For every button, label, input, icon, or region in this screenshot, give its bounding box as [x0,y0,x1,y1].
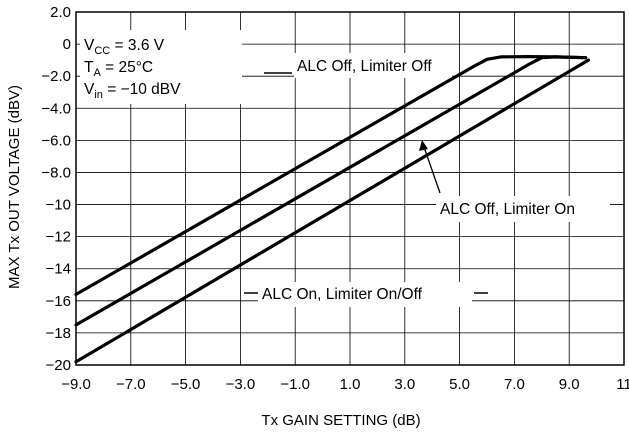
y-tick-label: −2.0 [41,68,71,85]
x-tick-label: 5.0 [449,376,470,393]
ta-condition: TA = 25°C [84,59,153,79]
annotation-background [294,53,452,78]
series-line-3 [74,58,591,364]
label-arrow-head [419,140,428,151]
conditions-annotation: VCC = 3.6 V TA = 25°C Vin = −10 dBV [84,37,181,101]
plot-frame [75,11,625,366]
y-axis-title: MAX Tx OUT VOLTAGE (dBV) [6,85,23,289]
x-axis-title: Tx GAIN SETTING (dB) [261,412,420,429]
y-tick-label: −12 [46,229,71,246]
annotation-background [80,30,242,104]
y-tick-label: −20 [46,357,71,374]
x-tick-label: 3.0 [394,376,415,393]
series-lines [74,54,591,364]
x-tick-label: −7.0 [116,376,146,393]
y-tick-label: −18 [46,325,71,342]
tick-labels: −9.0 −7.0 −5.0 −3.0 −1.0 1.0 3.0 5.0 7.0 9.0 11 2.0… [41,4,629,393]
x-tick-label: 1.0 [340,376,361,393]
x-tick-label: 7.0 [504,376,525,393]
x-tick-label: 9.0 [559,376,580,393]
y-tick-label: 0 [63,36,71,53]
y-tick-label: −6.0 [41,132,71,149]
x-tick-label: −3.0 [226,376,256,393]
annotation-backgrounds [80,30,610,307]
x-tick-label: −5.0 [171,376,201,393]
x-tick-label: 11 [616,376,629,393]
vin-condition: Vin = −10 dBV [84,81,181,101]
y-tick-label: −4.0 [41,100,71,117]
annotation-background [436,196,610,222]
y-tick-label: −10 [46,197,71,214]
series-label-alc-on-limiter-on-off: ALC On, Limiter On/Off [262,286,423,303]
y-tick-label: 2.0 [50,4,71,21]
y-tick-label: −8.0 [41,164,71,181]
annotation-background [258,282,472,307]
series-label-alc-off-limiter-off: ALC Off, Limiter Off [297,58,432,75]
x-tick-label: −1.0 [280,376,310,393]
y-tick-label: −16 [46,293,71,310]
series-label-alc-off-limiter-on: ALC Off, Limiter On [440,201,575,218]
x-tick-label: −9.0 [61,376,91,393]
vcc-condition: VCC = 3.6 V [84,37,165,57]
label-arrow-line [423,146,441,194]
y-tick-label: −14 [46,261,71,278]
series-line-2 [74,55,588,327]
